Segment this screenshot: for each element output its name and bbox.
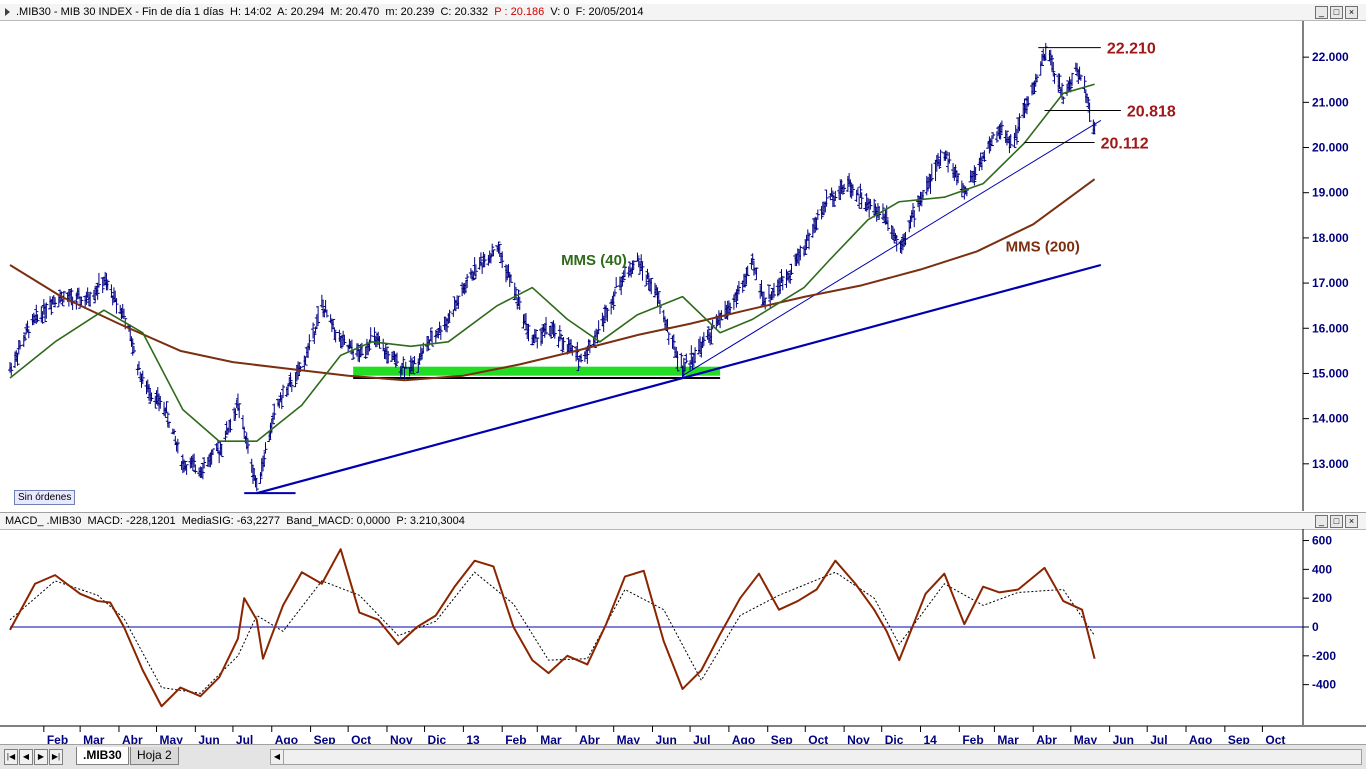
y-tick-label: 13.000 (1312, 457, 1349, 471)
macd-line (9, 548, 1096, 708)
x-tick-label: Feb (47, 733, 68, 744)
p-value: P: 3.210,3004 (396, 515, 465, 527)
scroll-left-icon[interactable]: ◀ (271, 750, 284, 764)
description: MIB 30 INDEX (60, 6, 133, 18)
horizontal-scrollbar[interactable]: ◀ (270, 749, 1362, 765)
band-value: Band_MACD: 0,0000 (286, 515, 391, 527)
macd-signal-line (9, 571, 1096, 694)
x-tick-label: Oct (808, 733, 828, 744)
high-value: M: 20.470 (330, 6, 380, 18)
open-value: A: 20.294 (277, 6, 325, 18)
x-tick-label: Abr (579, 733, 600, 744)
macd-maximize-button[interactable]: □ (1330, 515, 1343, 528)
x-tick-label: Dic (885, 733, 904, 744)
macd-y-tick-label: -400 (1312, 678, 1336, 692)
y-tick-label: 22.000 (1312, 50, 1349, 64)
first-sheet-icon[interactable]: |◀ (4, 749, 18, 765)
macd-y-tick-label: 400 (1312, 562, 1332, 576)
ma-annotation: MMS (40) (561, 252, 627, 269)
y-tick-label: 20.000 (1312, 141, 1349, 155)
trendline (682, 119, 1102, 377)
volume-value: V: 0 (550, 6, 570, 18)
mms200-line (9, 178, 1096, 382)
x-tick-label: Dic (428, 733, 447, 744)
macd-value: MACD: -228,1201 (87, 515, 176, 527)
macd-y-tick-label: 0 (1312, 620, 1319, 634)
x-tick-label: Ago (275, 733, 298, 744)
x-tick-label: Jul (1150, 733, 1167, 744)
macd-name: MACD_ .MIB30 (5, 515, 82, 527)
main-chart-header: .MIB30 - MIB 30 INDEX - Fin de día 1 día… (0, 4, 1366, 21)
x-tick-label: Oct (1265, 733, 1285, 744)
macd-header: MACD_ .MIB30 MACD: -228,1201 MediaSIG: -… (0, 512, 1366, 530)
trendline (256, 263, 1102, 495)
macd-minimize-button[interactable]: _ (1315, 515, 1328, 528)
x-tick-label: Oct (351, 733, 371, 744)
x-tick-label: Jun (198, 733, 219, 744)
prev-sheet-icon[interactable]: ◀ (19, 749, 33, 765)
close-value: C: 20.332 (440, 6, 489, 18)
price-chart[interactable]: 13.000 14.000 15.000 16.000 17.000 18.000 19.0… (0, 21, 1366, 511)
x-tick-label: Feb (505, 733, 526, 744)
sin-ordenes-button[interactable]: Sin órdenes (14, 490, 76, 505)
x-tick-label: 13 (466, 733, 480, 744)
x-tick-label: Nov (847, 733, 870, 744)
sheet-tab-bar: |◀ ◀ ▶ ▶| .MIB30 Hoja 2 ◀ (0, 744, 1366, 769)
x-tick-label: Ago (732, 733, 755, 744)
level-label: 20.112 (1101, 135, 1149, 152)
x-tick-label: Abr (1036, 733, 1057, 744)
symbol: .MIB30 (16, 6, 51, 18)
expand-triangle-icon[interactable] (5, 8, 10, 17)
macd-y-tick-label: -200 (1312, 649, 1336, 663)
tab-mib30[interactable]: .MIB30 (76, 747, 129, 765)
mms40-line (9, 83, 1095, 443)
y-tick-label: 21.000 (1312, 95, 1349, 109)
x-tick-label: Jun (1113, 733, 1134, 744)
macd-close-button[interactable]: × (1345, 515, 1358, 528)
x-tick-label: Jul (236, 733, 253, 744)
x-tick-label: Jul (693, 733, 710, 744)
x-tick-label: Ago (1189, 733, 1212, 744)
y-tick-label: 19.000 (1312, 186, 1349, 200)
x-tick-label: May (1074, 733, 1098, 744)
x-tick-label: Nov (390, 733, 413, 744)
x-tick-label: Mar (83, 733, 105, 744)
x-tick-label: Mar (540, 733, 562, 744)
minimize-button[interactable]: _ (1315, 6, 1328, 19)
macd-chart[interactable]: 600 400 200 0 -200 -400 Feb Mar Abr May Jun Jul Ago S… (0, 529, 1366, 744)
close-button[interactable]: × (1345, 6, 1358, 19)
macd-y-tick-label: 600 (1312, 534, 1332, 548)
x-tick-label: Sep (771, 733, 793, 744)
tab-hoja-2[interactable]: Hoja 2 (130, 747, 179, 765)
x-tick-label: Sep (1228, 733, 1250, 744)
y-tick-label: 14.000 (1312, 412, 1349, 426)
level-label: 22.210 (1107, 41, 1156, 58)
maximize-button[interactable]: □ (1330, 6, 1343, 19)
date-value: F: 20/05/2014 (575, 6, 644, 18)
x-tick-label: Feb (962, 733, 983, 744)
x-tick-label: Abr (122, 733, 143, 744)
y-tick-label: 16.000 (1312, 321, 1349, 335)
x-tick-label: May (617, 733, 641, 744)
period: Fin de día 1 días (141, 6, 224, 18)
x-tick-label: May (160, 733, 184, 744)
low-value: m: 20.239 (385, 6, 435, 18)
x-tick-label: Sep (314, 733, 336, 744)
level-label: 20.818 (1127, 104, 1176, 121)
y-tick-label: 15.000 (1312, 366, 1349, 380)
x-tick-label: 14 (924, 733, 938, 744)
x-tick-label: Mar (997, 733, 1019, 744)
macd-y-tick-label: 200 (1312, 591, 1332, 605)
support-band (353, 366, 721, 376)
next-sheet-icon[interactable]: ▶ (34, 749, 48, 765)
price-value: P : 20.186 (494, 6, 545, 18)
ma-annotation: MMS (200) (1006, 238, 1080, 255)
x-tick-label: Jun (655, 733, 676, 744)
signal-value: MediaSIG: -63,2277 (181, 515, 281, 527)
y-tick-label: 17.000 (1312, 276, 1349, 290)
y-tick-label: 18.000 (1312, 231, 1349, 245)
last-sheet-icon[interactable]: ▶| (49, 749, 63, 765)
time: H: 14:02 (230, 6, 272, 18)
